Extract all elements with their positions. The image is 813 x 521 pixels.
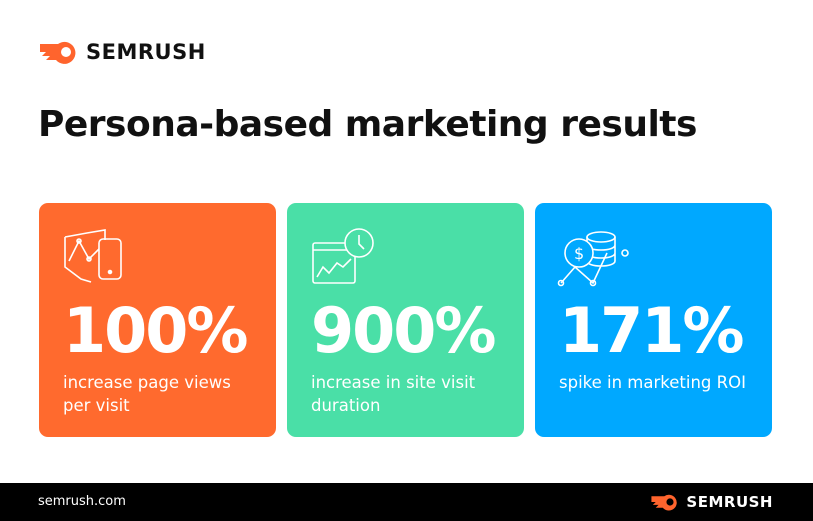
stat-caption: increase page views per visit <box>63 373 231 415</box>
semrush-logo: SEMRUSH <box>38 40 206 64</box>
footer-url[interactable]: semrush.com <box>38 494 126 509</box>
footer-brand: SEMRUSH <box>686 493 773 511</box>
footer: semrush.com SEMRUSH <box>0 483 813 521</box>
stat-caption: spike in marketing ROI <box>559 373 746 392</box>
svg-text:$: $ <box>574 244 584 263</box>
stat-card-visit-duration: 900% increase in site visit duration <box>287 203 524 437</box>
semrush-flame-icon <box>40 41 76 64</box>
semrush-flame-icon <box>651 494 678 511</box>
brand-name: SEMRUSH <box>86 40 206 64</box>
stat-card-roi: $ 171% spike in marketing ROI <box>535 203 772 437</box>
stat-value: 900% <box>311 294 497 367</box>
stat-caption: increase in site visit duration <box>311 373 476 415</box>
page-title: Persona-based marketing results <box>38 104 697 145</box>
stat-card-page-views: 100% increase page views per visit <box>39 203 276 437</box>
devices-chart-icon <box>64 229 122 283</box>
stat-value: 171% <box>559 294 745 367</box>
footer-logo: SEMRUSH <box>650 493 773 511</box>
browser-clock-icon <box>312 228 374 284</box>
money-database-chart-icon: $ <box>557 231 629 287</box>
stat-value: 100% <box>63 294 249 367</box>
